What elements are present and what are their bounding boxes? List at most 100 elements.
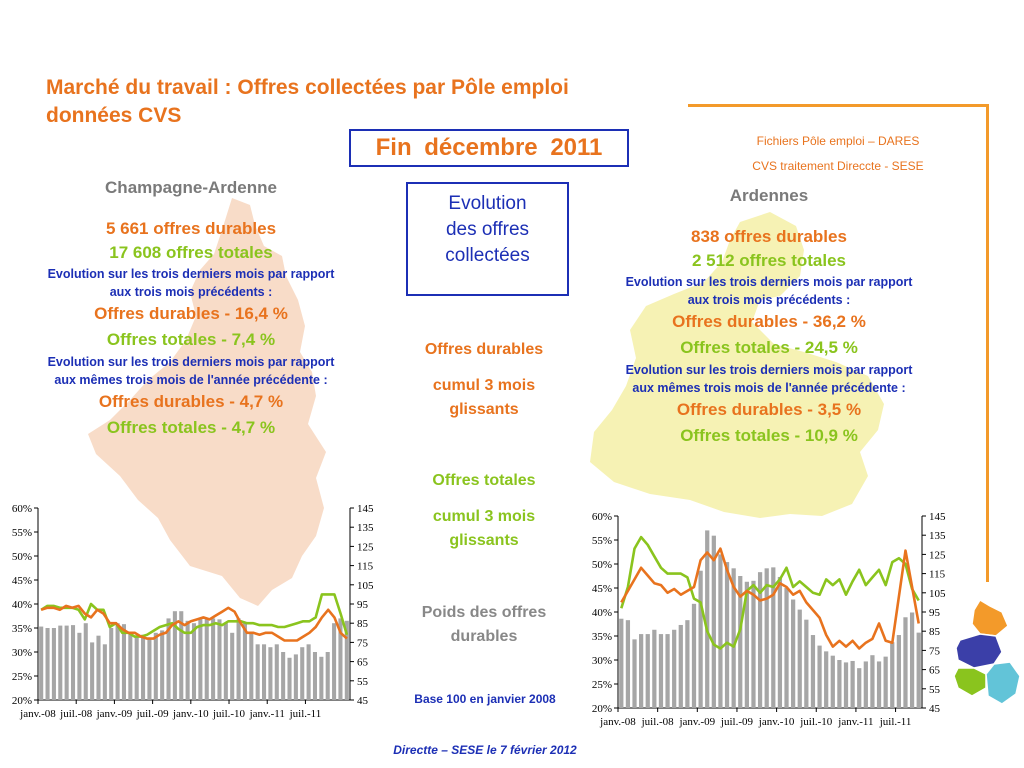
poids-bar bbox=[83, 623, 88, 700]
poids-bar bbox=[96, 635, 101, 700]
poids-bar bbox=[632, 639, 637, 708]
evolution-box: Evolution des offres collectées bbox=[406, 182, 569, 296]
period-box: Fin décembre 2011 bbox=[349, 129, 629, 167]
poids-bar bbox=[652, 629, 657, 708]
poids-bar bbox=[804, 619, 809, 708]
x-tick-label: janv.-09 bbox=[96, 708, 133, 720]
legend-durables-title: Offres durables bbox=[424, 341, 544, 358]
poids-bar bbox=[738, 576, 743, 708]
champagne-ardenne-map-shape bbox=[88, 198, 326, 606]
evo-yoy-text: Evolution sur les trois derniers mois pa… bbox=[625, 363, 913, 395]
evo-yoy-totales: Offres totales - 10,9 % bbox=[680, 426, 858, 445]
left-tick-label: 20% bbox=[12, 695, 32, 707]
left-tick-label: 20% bbox=[592, 703, 612, 715]
poids-bar bbox=[698, 570, 703, 708]
durables-series-line bbox=[620, 547, 920, 650]
offres-totales-count: 17 608 offres totales bbox=[109, 243, 273, 262]
poids-bar bbox=[718, 554, 723, 708]
poids-bar bbox=[211, 618, 216, 700]
left-tick-label: 25% bbox=[592, 679, 612, 691]
poids-bar bbox=[903, 617, 908, 708]
chart-ardennes: 20% 25% 30% 35% 40% 45% 50% 55% 60% 45 55 65 75 85 95 1… bbox=[592, 511, 946, 728]
poids-bar bbox=[784, 588, 789, 708]
poids-bar bbox=[731, 568, 736, 708]
totales-series-line bbox=[620, 535, 920, 650]
right-tick-label: 115 bbox=[357, 561, 374, 573]
poids-bar bbox=[191, 623, 197, 700]
evo-3m-durables: Offres durables - 36,2 % bbox=[672, 312, 866, 331]
poids-bar bbox=[109, 628, 114, 700]
poids-bar bbox=[77, 632, 82, 700]
marne-dept-shape bbox=[955, 633, 1003, 669]
poids-bar bbox=[325, 652, 330, 700]
poids-bar bbox=[711, 535, 716, 708]
ardennes-map-shape bbox=[590, 212, 884, 518]
poids-bar bbox=[665, 634, 670, 708]
x-tick-label: janv.-11 bbox=[837, 716, 873, 728]
poids-bar bbox=[824, 651, 829, 708]
poids-bar bbox=[870, 655, 875, 708]
right-tick-label: 135 bbox=[357, 522, 374, 534]
poids-bar bbox=[883, 656, 888, 708]
evolution-line-1: Evolution bbox=[448, 193, 527, 214]
x-tick-label: juil.-11 bbox=[289, 708, 322, 720]
poids-bar bbox=[281, 652, 286, 700]
x-tick-label: juil.-10 bbox=[212, 708, 246, 720]
x-tick-label: juil.-10 bbox=[799, 716, 833, 728]
offres-durables-count: 838 offres durables bbox=[691, 227, 847, 246]
x-tick-label: janv.-09 bbox=[678, 716, 715, 728]
left-tick-label: 35% bbox=[12, 623, 32, 635]
source-line-1: Fichiers Pôle emploi – DARES bbox=[756, 134, 920, 148]
poids-bar bbox=[166, 618, 171, 700]
left-tick-label: 30% bbox=[592, 655, 612, 667]
poids-bar bbox=[757, 572, 763, 708]
poids-bar bbox=[128, 632, 133, 700]
poids-bar bbox=[262, 644, 267, 700]
left-tick-label: 40% bbox=[12, 599, 32, 611]
right-tick-label: 55 bbox=[929, 684, 941, 696]
region-name: Ardennes bbox=[729, 186, 809, 205]
poids-bar bbox=[863, 661, 868, 708]
poids-bar bbox=[293, 654, 298, 700]
right-tick-label: 145 bbox=[929, 511, 946, 523]
offres-durables-count: 5 661 offres durables bbox=[105, 219, 277, 238]
right-tick-label: 135 bbox=[929, 530, 946, 542]
page-title: Marché du travail : Offres collectées pa… bbox=[46, 74, 686, 130]
poids-bar bbox=[39, 626, 44, 700]
poids-bar bbox=[160, 630, 165, 700]
poids-bar bbox=[58, 625, 63, 700]
right-tick-label: 125 bbox=[357, 541, 374, 553]
decorative-rule-horizontal bbox=[688, 104, 988, 107]
poids-bar bbox=[764, 568, 769, 708]
poids-bar bbox=[45, 628, 50, 700]
poids-bar bbox=[141, 634, 146, 700]
x-tick-label: juil.-08 bbox=[641, 716, 675, 728]
ardennes-dept-shape bbox=[971, 598, 1009, 637]
legend-totales-title: Offres totales bbox=[432, 472, 536, 489]
x-tick-label: janv.-08 bbox=[599, 716, 636, 728]
poids-bar bbox=[876, 661, 882, 708]
left-tick-label: 40% bbox=[592, 607, 612, 619]
poids-bar bbox=[332, 623, 337, 700]
totales-series-line bbox=[40, 593, 349, 638]
poids-bar bbox=[857, 668, 862, 708]
evo-yoy-durables: Offres durables - 4,7 % bbox=[98, 392, 284, 411]
x-tick-label: janv.-08 bbox=[19, 708, 56, 720]
poids-bar bbox=[204, 618, 209, 700]
evolution-line-3: collectées bbox=[445, 245, 530, 266]
poids-bar bbox=[850, 660, 855, 708]
base-note: Base 100 en janvier 2008 bbox=[414, 692, 556, 706]
right-tick-label: 95 bbox=[929, 607, 941, 619]
title-line-2: données CVS bbox=[46, 104, 182, 127]
left-tick-label: 55% bbox=[592, 535, 612, 547]
x-tick-label: janv.-10 bbox=[172, 708, 209, 720]
x-tick-label: juil.-08 bbox=[59, 708, 93, 720]
poids-bar bbox=[249, 632, 254, 700]
left-tick-label: 55% bbox=[12, 527, 32, 539]
poids-bar bbox=[344, 620, 349, 700]
durables-series-line bbox=[40, 604, 348, 642]
region-champagne-block: Champagne-Ardenne 5 661 offres durables … bbox=[36, 178, 346, 441]
poids-bar bbox=[134, 637, 139, 700]
poids-bar bbox=[64, 625, 69, 700]
